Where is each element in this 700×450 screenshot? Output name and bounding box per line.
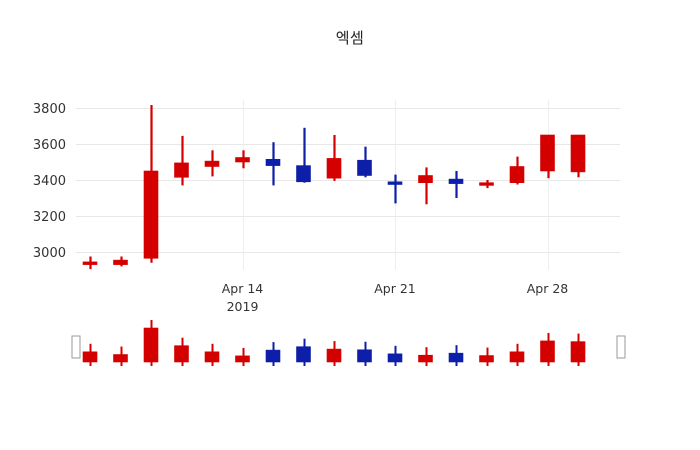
candlestick[interactable] <box>235 150 250 169</box>
candlestick[interactable] <box>448 171 464 198</box>
candlestick[interactable] <box>265 142 281 186</box>
range-end-handle[interactable] <box>616 335 626 359</box>
candlestick[interactable] <box>509 156 525 185</box>
candlestick[interactable] <box>479 180 494 189</box>
candlestick[interactable] <box>82 256 98 270</box>
volume-bar[interactable] <box>448 345 464 366</box>
volume-bar[interactable] <box>387 345 403 366</box>
y-tick-label: 3800 <box>33 102 66 117</box>
candlestick[interactable] <box>326 135 342 181</box>
x-tick-label: Apr 21 <box>374 281 416 296</box>
y-tick-label: 3400 <box>33 174 66 189</box>
candlestick[interactable] <box>113 256 128 267</box>
y-tick-label: 3000 <box>33 246 66 261</box>
candlestick[interactable] <box>418 167 433 205</box>
range-start-handle[interactable] <box>71 335 81 359</box>
x-tick-year-label: 2019 <box>227 299 259 314</box>
candlestick[interactable] <box>357 146 372 178</box>
candlestick[interactable] <box>296 127 311 183</box>
volume-bar[interactable] <box>479 347 494 366</box>
x-axis-ticks: Apr 14 Apr 21 Apr 28 2019 <box>222 281 569 314</box>
volume-bar[interactable] <box>357 341 372 366</box>
grid-layer <box>76 100 620 270</box>
x-tick-label: Apr 28 <box>527 281 569 296</box>
volume-bar[interactable] <box>235 347 250 366</box>
volume-bar[interactable] <box>113 346 128 366</box>
candlestick[interactable] <box>387 174 403 204</box>
candle-series[interactable] <box>82 104 586 270</box>
range-handles[interactable] <box>71 335 626 359</box>
volume-bar[interactable] <box>418 347 433 366</box>
y-tick-label: 3200 <box>33 210 66 225</box>
candlestick[interactable] <box>540 134 555 179</box>
x-tick-label: Apr 14 <box>222 281 264 296</box>
y-axis-ticks: 3000 3200 3400 3600 3800 <box>33 102 66 261</box>
candlestick[interactable] <box>143 104 159 263</box>
volume-bar[interactable] <box>540 332 555 366</box>
volume-bar[interactable] <box>204 343 220 366</box>
y-tick-label: 3600 <box>33 138 66 153</box>
candlestick[interactable] <box>174 135 189 186</box>
volume-bar[interactable] <box>326 341 342 366</box>
volume-bar[interactable] <box>296 338 311 366</box>
volume-bar[interactable] <box>265 342 281 366</box>
volume-bar[interactable] <box>509 343 525 366</box>
volume-bar[interactable] <box>174 337 189 366</box>
page-title: 엑셈 <box>335 29 365 47</box>
candlestick[interactable] <box>570 134 586 178</box>
volume-bar[interactable] <box>82 343 98 366</box>
volume-bar[interactable] <box>570 333 586 366</box>
volume-series[interactable] <box>82 320 586 366</box>
volume-bar[interactable] <box>143 320 159 366</box>
candlestick[interactable] <box>204 150 220 177</box>
